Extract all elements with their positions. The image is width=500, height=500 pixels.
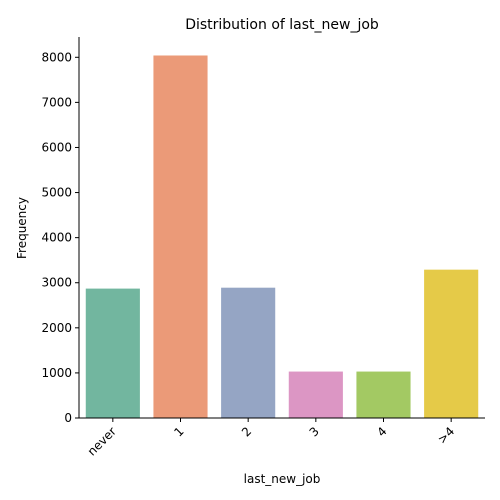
y-tick-label-3: 3000 bbox=[41, 276, 72, 290]
x-tick-label-3: 3 bbox=[307, 424, 322, 439]
bar-5 bbox=[424, 269, 479, 418]
x-tick-label-5: >4 bbox=[435, 424, 457, 446]
x-tick-label-4: 4 bbox=[374, 424, 389, 439]
y-tick-label-8: 8000 bbox=[41, 50, 72, 64]
x-tick-label-0: never bbox=[85, 424, 119, 458]
x-axis-label: last_new_job bbox=[244, 472, 321, 486]
y-tick-label-6: 6000 bbox=[41, 140, 72, 154]
bar-2 bbox=[221, 287, 276, 418]
bar-3 bbox=[288, 371, 343, 418]
x-tick-label-1: 1 bbox=[171, 424, 186, 439]
bar-1 bbox=[153, 55, 208, 419]
y-tick-label-0: 0 bbox=[64, 411, 72, 425]
bar-4 bbox=[356, 371, 411, 418]
y-tick-label-4: 4000 bbox=[41, 231, 72, 245]
x-tick-label-2: 2 bbox=[239, 424, 254, 439]
bar-0 bbox=[85, 288, 140, 418]
y-tick-label-7: 7000 bbox=[41, 95, 72, 109]
y-axis-label: Frequency bbox=[15, 197, 29, 259]
chart-title: Distribution of last_new_job bbox=[185, 17, 379, 33]
bars-group bbox=[85, 55, 479, 419]
y-axis-ticks: 0 1000 2000 3000 4000 5000 6000 7000 8000 bbox=[41, 50, 79, 425]
y-tick-label-5: 5000 bbox=[41, 186, 72, 200]
y-tick-label-1: 1000 bbox=[41, 366, 72, 380]
y-tick-label-2: 2000 bbox=[41, 321, 72, 335]
x-axis-ticks: never 1 2 3 4 >4 bbox=[85, 418, 457, 458]
